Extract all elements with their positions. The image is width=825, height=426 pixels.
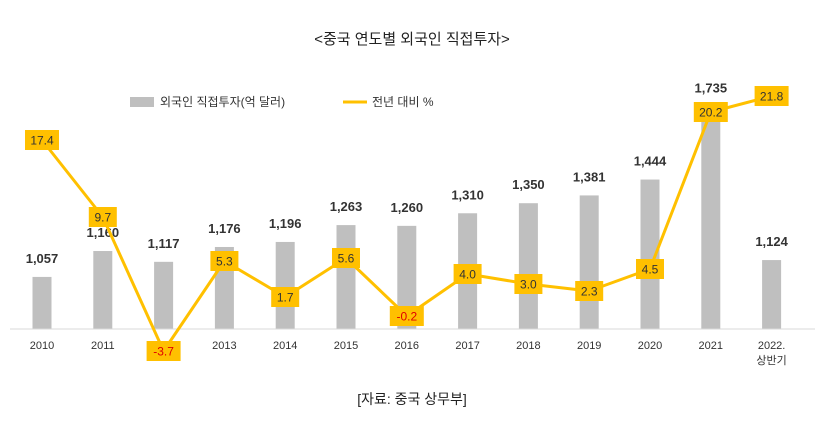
bar [275, 241, 295, 329]
legend: 외국인 직접투자(억 달러) 전년 대비 % [130, 95, 434, 109]
line-point-marker [389, 306, 424, 326]
line-value-label: 17.4 [30, 134, 54, 148]
bar-value-label: 1,310 [451, 187, 484, 202]
category-label: 2021 [699, 340, 723, 352]
line-point-marker [453, 264, 482, 284]
line-point-marker [271, 287, 300, 307]
line-point-marker [575, 281, 604, 301]
category-label: 2016 [395, 340, 419, 352]
category-label: 2010 [30, 340, 54, 352]
bar [579, 195, 599, 329]
category-label: 2015 [334, 340, 358, 352]
bar [640, 179, 660, 329]
line-value-label: -3.7 [153, 345, 174, 359]
bar [397, 225, 417, 329]
chart-title: <중국 연도별 외국인 직접투자> [314, 31, 510, 48]
bar-value-label: 1,057 [26, 251, 59, 266]
line-value-label: 4.0 [459, 268, 476, 282]
category-label: 2022. [758, 340, 786, 352]
bar-value-label: 1,196 [269, 216, 302, 231]
category-label: 2018 [516, 340, 540, 352]
category-label: 2017 [455, 340, 479, 352]
bar-value-labels: 1,057 1,160 1,117 1,176 1,196 1,263 1,260 1,310… [26, 80, 789, 266]
line-value-label: 5.6 [338, 252, 355, 266]
category-label: 2014 [273, 340, 297, 352]
line-point-marker [754, 86, 789, 106]
category-label: 2019 [577, 340, 601, 352]
legend-bar-label: 외국인 직접투자(억 달러) [160, 95, 285, 109]
line-point-marker [210, 251, 239, 271]
line-value-labels: 17.4 9.7 -3.7 5.3 1.7 5.6 -0.2 4.0 3.0 2.3 4.5 20.2… [25, 86, 789, 361]
bar [762, 260, 782, 329]
line-point-marker [332, 248, 360, 268]
line-point-marker [146, 341, 181, 361]
category-label: 2020 [638, 340, 662, 352]
legend-line-label: 전년 대비 % [372, 95, 434, 109]
bar [93, 251, 113, 329]
category-label: 2011 [91, 340, 115, 352]
bar-value-label: 1,124 [755, 234, 788, 249]
line-point-marker [88, 207, 117, 227]
bar [32, 276, 52, 329]
bar-value-label: 1,176 [208, 221, 241, 236]
line-point-marker [25, 130, 59, 150]
line-value-label: 21.8 [760, 90, 784, 104]
line-value-label: 3.0 [520, 278, 537, 292]
bar-value-label: 1,117 [148, 236, 180, 251]
line-value-label: 1.7 [277, 291, 294, 305]
source-note: [자료: 중국 상무부] [357, 391, 467, 407]
bar-value-label: 1,381 [573, 169, 606, 184]
line-point-marker [693, 102, 728, 122]
line-value-label: 5.3 [216, 255, 233, 269]
category-label: 2013 [212, 340, 236, 352]
bar [701, 106, 721, 329]
bar-value-label: 1,160 [87, 225, 120, 240]
bar [518, 203, 538, 329]
bar-value-label: 1,263 [330, 199, 363, 214]
category-labels: 2010201120122013201420152016201720182019… [30, 340, 787, 367]
line-value-label: 2.3 [581, 285, 598, 299]
bar [154, 261, 174, 329]
line-point-marker [514, 274, 543, 294]
category-label: 상반기 [756, 354, 786, 367]
bar [336, 225, 356, 329]
line-value-label: 20.2 [699, 106, 723, 120]
line-value-label: -0.2 [396, 310, 417, 324]
bar-value-label: 1,735 [695, 80, 728, 95]
bar-value-label: 1,260 [391, 200, 424, 215]
bar-value-label: 1,350 [512, 177, 545, 192]
line-value-label: 4.5 [642, 263, 659, 277]
line-value-label: 9.7 [94, 211, 111, 225]
legend-bar-swatch [130, 97, 154, 107]
bar-value-label: 1,444 [634, 154, 667, 169]
line-point-marker [636, 259, 664, 279]
